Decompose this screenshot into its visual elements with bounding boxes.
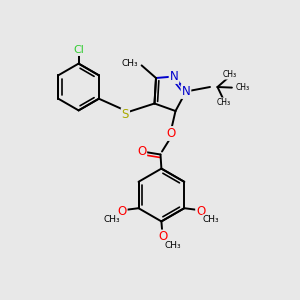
Text: O: O	[117, 205, 127, 218]
Text: CH₃: CH₃	[103, 215, 120, 224]
Text: CH₃: CH₃	[217, 98, 231, 107]
Text: O: O	[158, 230, 167, 244]
Text: N: N	[169, 70, 178, 83]
Text: O: O	[137, 145, 146, 158]
Text: O: O	[167, 127, 176, 140]
Text: Cl: Cl	[73, 45, 84, 55]
Text: CH₃: CH₃	[164, 241, 181, 250]
Text: CH₃: CH₃	[222, 70, 237, 79]
Text: O: O	[196, 205, 206, 218]
Text: N: N	[182, 85, 190, 98]
Text: S: S	[122, 108, 129, 121]
Text: CH₃: CH₃	[203, 215, 220, 224]
Text: CH₃: CH₃	[236, 83, 250, 92]
Text: CH₃: CH₃	[122, 58, 138, 68]
